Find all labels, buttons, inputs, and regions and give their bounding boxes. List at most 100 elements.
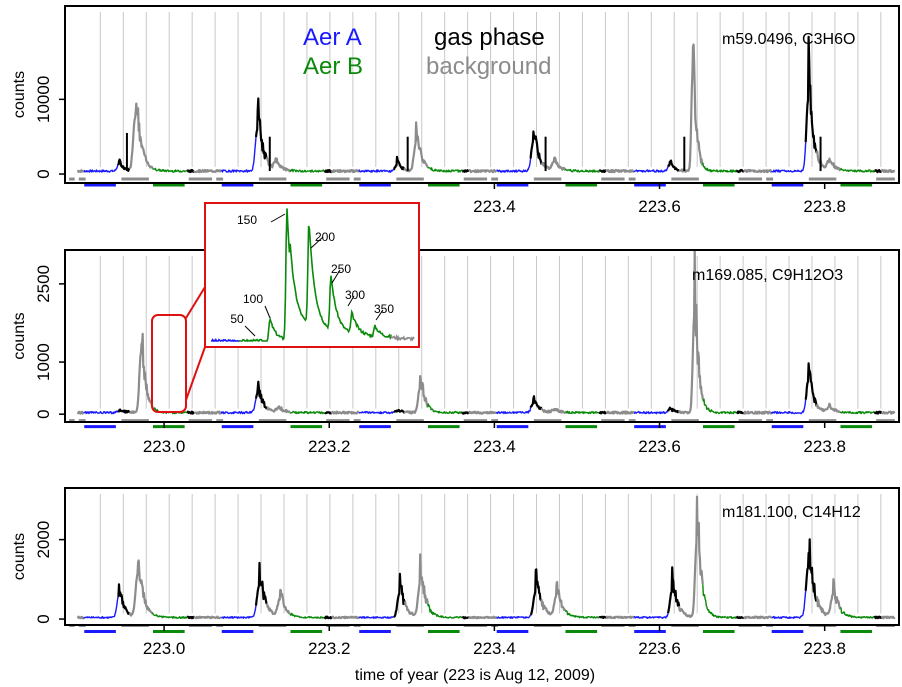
- legend: Aer A Aer B gas phase background: [303, 24, 551, 80]
- x-axis: 223.0 223.2 223.4 223.6 223.8: [143, 625, 846, 658]
- trace-gas-phase: [873, 615, 883, 620]
- trace-aer-a: [220, 136, 257, 173]
- x-tick-label: 223.4: [473, 437, 516, 456]
- trace-aer-b: [427, 166, 463, 173]
- x-tick-label: 223.4: [473, 639, 516, 658]
- inset-cycle-label: 300: [345, 288, 365, 302]
- trace-gas-phase: [598, 615, 607, 620]
- y-tick-label: 2500: [34, 265, 53, 303]
- traces: [76, 495, 896, 620]
- trace-background: [404, 553, 429, 617]
- trace-aer-a: [771, 590, 807, 619]
- trace-aer-b: [151, 612, 188, 619]
- trace-gas-phase: [254, 97, 268, 160]
- trace-background: [540, 580, 567, 616]
- trace-background: [76, 410, 85, 415]
- trace-background: [331, 615, 360, 620]
- x-tick-label: 223.0: [143, 437, 186, 456]
- trace-gas-phase: [667, 406, 681, 414]
- x-tick-label: 223.8: [803, 437, 846, 456]
- trace-gas-phase: [117, 408, 131, 414]
- trace-aer-b: [702, 162, 737, 173]
- x-tick-label: 223.0: [143, 639, 186, 658]
- trace-gas-phase: [804, 538, 818, 602]
- trace-gas-phase: [873, 168, 882, 174]
- x-tick-label: 223.8: [803, 639, 846, 658]
- trace-background: [743, 168, 773, 174]
- y-tick-label: 0: [34, 409, 53, 418]
- traces: [76, 35, 896, 174]
- vertical-gridlines: [99, 494, 882, 614]
- trace-background: [265, 588, 291, 616]
- phase-bars: [69, 623, 895, 633]
- trace-background: [128, 559, 154, 617]
- trace-gas-phase: [254, 380, 268, 410]
- trace-background: [605, 168, 635, 174]
- inset-leader-line: [270, 213, 286, 223]
- trace-aer-b: [289, 410, 325, 415]
- trace-aer-a: [358, 410, 395, 415]
- trace-background: [880, 615, 896, 620]
- trace-background: [193, 168, 223, 174]
- legend-background: background: [426, 53, 551, 80]
- x-tick-label: 223.6: [638, 197, 681, 216]
- inset-cycle-label: 250: [331, 262, 351, 276]
- trace-background: [678, 43, 704, 173]
- y-tick-label: 0: [34, 614, 53, 623]
- trace-gas-phase: [461, 615, 470, 620]
- trace-aer-b: [839, 167, 876, 173]
- trace-aer-b: [839, 410, 875, 415]
- trace-background: [128, 332, 154, 414]
- x-tick-label: 223.8: [803, 197, 846, 216]
- x-tick-label: 223.6: [638, 639, 681, 658]
- trace-gas-phase: [736, 410, 745, 415]
- trace-gas-phase: [529, 130, 543, 165]
- trace-gas-phase: [735, 168, 745, 173]
- panel-label: m169.085, C9H12O3: [692, 267, 843, 284]
- trace-aer-a: [83, 596, 119, 619]
- inset-leader-line: [264, 305, 271, 319]
- inset-leader-line: [244, 325, 256, 337]
- y-axis-title: counts: [11, 533, 28, 580]
- zoom-connector: [185, 286, 206, 319]
- trace-aer-a: [633, 409, 669, 415]
- panel-label: m181.100, C14H12: [722, 504, 861, 521]
- trace-background: [605, 410, 635, 415]
- trace-background: [540, 407, 567, 415]
- trace-gas-phase: [324, 411, 333, 415]
- y-tick-label: 1000: [34, 343, 53, 381]
- traces: [76, 249, 896, 415]
- trace-gas-phase: [804, 362, 818, 407]
- trace-background: [265, 156, 292, 173]
- x-tick-label: 223.2: [308, 639, 351, 658]
- x-axis: 223.0 223.2 223.4 223.6 223.8: [143, 422, 846, 456]
- trace-gas-phase: [598, 169, 607, 173]
- trace-gas-phase: [186, 169, 196, 174]
- trace-background: [605, 615, 635, 620]
- trace-gas-phase: [461, 169, 470, 173]
- trace-background: [880, 410, 896, 415]
- trace-gas-phase: [186, 410, 195, 415]
- inset-leader-line: [347, 295, 355, 307]
- trace-aer-a: [221, 605, 257, 619]
- y-axis: 0 10000 counts: [11, 71, 65, 179]
- y-axis: 0 2000 counts: [11, 521, 65, 624]
- trace-aer-b: [564, 168, 600, 173]
- y-axis-title: counts: [11, 71, 28, 118]
- y-axis-title: counts: [11, 312, 28, 359]
- trace-gas-phase: [873, 410, 883, 415]
- trace-background: [880, 169, 896, 174]
- trace-gas-phase: [393, 408, 406, 414]
- x-axis-title: time of year (223 is Aug 12, 2009): [355, 667, 595, 684]
- trace-gas-phase: [323, 615, 333, 620]
- trace-background: [815, 578, 841, 617]
- trace-aer-b: [427, 403, 463, 415]
- trace-background: [193, 615, 222, 620]
- trace-aer-a: [771, 142, 807, 173]
- trace-aer-b: [839, 607, 875, 619]
- trace-aer-b: [702, 398, 738, 415]
- x-tick-label: 223.4: [473, 197, 516, 216]
- trace-aer-b: [427, 603, 463, 619]
- plot-frame: [64, 487, 900, 626]
- legend-gas-phase: gas phase: [434, 24, 545, 51]
